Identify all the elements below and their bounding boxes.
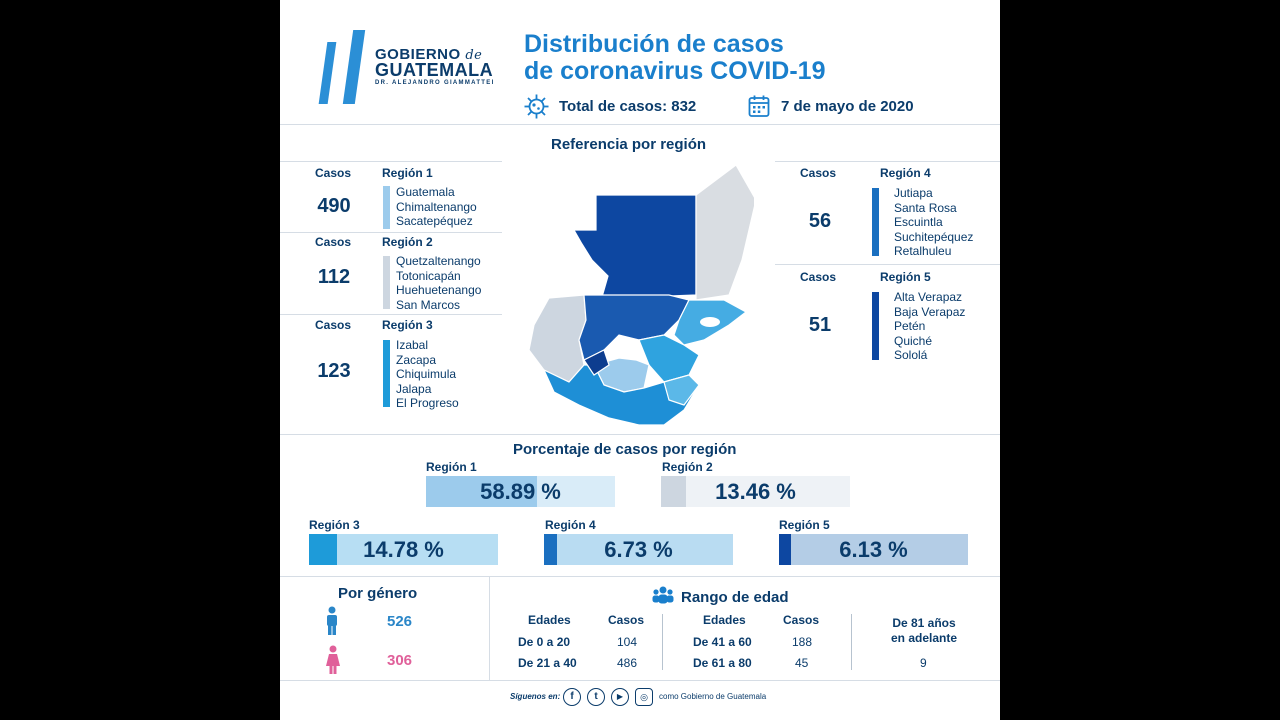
casos-label: Casos: [315, 235, 352, 249]
pct-label-region-1: Región 1: [426, 460, 477, 474]
pct-fill: [779, 534, 791, 565]
region-color-bar: [383, 256, 390, 309]
col-casos: Casos: [608, 613, 645, 627]
female-count: 306: [387, 652, 413, 669]
region-color-bar: [383, 186, 390, 229]
pct-bar-region-2: 13.46 %: [661, 476, 850, 507]
region-name: Región 2: [382, 235, 433, 249]
youtube-icon[interactable]: ▶: [611, 688, 629, 706]
region-cases: 51: [808, 314, 832, 336]
pct-value: 6.73 %: [604, 537, 673, 562]
age-range: De 41 a 60: [693, 635, 752, 649]
col-casos: Casos: [783, 613, 820, 627]
region-name: Región 3: [382, 318, 433, 332]
region-cases: 490: [317, 195, 351, 217]
map-solola: [583, 349, 610, 376]
virus-icon: [524, 94, 549, 119]
age-range: De 21 a 40: [518, 656, 577, 670]
female-person-icon: [326, 645, 340, 674]
social-handle: como Gobierno de Guatemala: [659, 692, 767, 701]
col-edades: Edades: [703, 613, 746, 627]
age-range: De 0 a 20: [518, 635, 571, 649]
age-cases: 104: [617, 635, 638, 649]
pct-bar-region-5: 6.13 %: [779, 534, 968, 565]
region-name: Región 4: [880, 166, 931, 180]
casos-label: Casos: [800, 270, 837, 284]
male-count: 526: [387, 613, 413, 630]
region-cases: 123: [317, 360, 351, 382]
age-range: De 61 a 80: [693, 656, 752, 670]
main-title-line-1: Distribución de casos: [524, 30, 784, 58]
pct-label-region-2: Región 2: [662, 460, 713, 474]
pct-label-region-4: Región 4: [545, 518, 596, 532]
age-cases: 486: [617, 656, 638, 670]
people-group-icon: [652, 586, 674, 604]
pct-fill: [426, 476, 537, 507]
casos-label: Casos: [315, 166, 352, 180]
pct-value: 14.78 %: [363, 537, 444, 562]
map-title: Referencia por región: [551, 136, 707, 153]
pct-fill: [309, 534, 337, 565]
gender-title: Por género: [338, 585, 418, 602]
guatemala-region-map: [528, 164, 754, 426]
percentage-title: Porcentaje de casos por región: [513, 441, 737, 458]
casos-label: Casos: [800, 166, 837, 180]
region-color-bar: [872, 292, 879, 360]
region-departments: Guatemala Chimaltenango Sacatepéquez: [396, 185, 477, 228]
older-cases: 9: [920, 656, 927, 670]
male-person-icon: [327, 606, 337, 635]
pct-value: 6.13 %: [839, 537, 908, 562]
pct-fill: [544, 534, 557, 565]
region-departments: Izabal Zacapa Chiquimula Jalapa El Progreso: [396, 338, 459, 410]
twitter-icon[interactable]: t: [587, 688, 605, 706]
follow-label: Síguenos en:: [510, 692, 561, 701]
pct-label-region-5: Región 5: [779, 518, 830, 532]
instagram-icon[interactable]: ◎: [635, 688, 653, 706]
map-peten: [572, 194, 697, 298]
older-range: De 81 años en adelante: [890, 616, 958, 645]
pct-bar-region-4: 6.73 %: [544, 534, 733, 565]
report-date: 7 de mayo de 2020: [781, 98, 914, 115]
main-title-line-2: de coronavirus COVID-19: [524, 57, 826, 85]
region-cases: 56: [808, 210, 832, 232]
col-edades: Edades: [528, 613, 571, 627]
region-name: Región 1: [382, 166, 433, 180]
map-region-3-central: [638, 334, 700, 383]
casos-label: Casos: [315, 318, 352, 332]
pct-bar-region-3: 14.78 %: [309, 534, 498, 565]
pct-label-region-3: Región 3: [309, 518, 360, 532]
map-region-2-west: [528, 294, 587, 383]
region-cases: 112: [317, 266, 351, 288]
region-name: Región 5: [880, 270, 931, 284]
region-departments: Jutiapa Santa Rosa Escuintla Suchitepéquez R…: [894, 186, 974, 258]
facebook-icon[interactable]: f: [563, 688, 581, 706]
pct-value: 13.46 %: [715, 479, 796, 504]
pct-value: 58.89 %: [480, 479, 561, 504]
map-region-3-south: [663, 374, 700, 406]
region-departments: Quetzaltenango Totonicapán Huehuetenango Sa…: [396, 254, 482, 312]
pct-bar-region-1: 58.89 %: [426, 476, 615, 507]
total-cases: Total de casos: 832: [559, 98, 697, 115]
map-izabal: [695, 164, 754, 301]
pct-fill: [661, 476, 686, 507]
region-color-bar: [872, 188, 879, 256]
age-title: Rango de edad: [681, 589, 789, 606]
region-color-bar: [383, 340, 390, 407]
age-cases: 45: [795, 656, 809, 670]
region-departments: Alta Verapaz Baja Verapaz Petén Quiché Solol…: [894, 290, 966, 362]
infographic-card: GOBIERNO de GUATEMALA DR. ALEJANDRO GIAM…: [280, 0, 1000, 720]
calendar-icon: [748, 95, 770, 117]
age-cases: 188: [792, 635, 813, 649]
